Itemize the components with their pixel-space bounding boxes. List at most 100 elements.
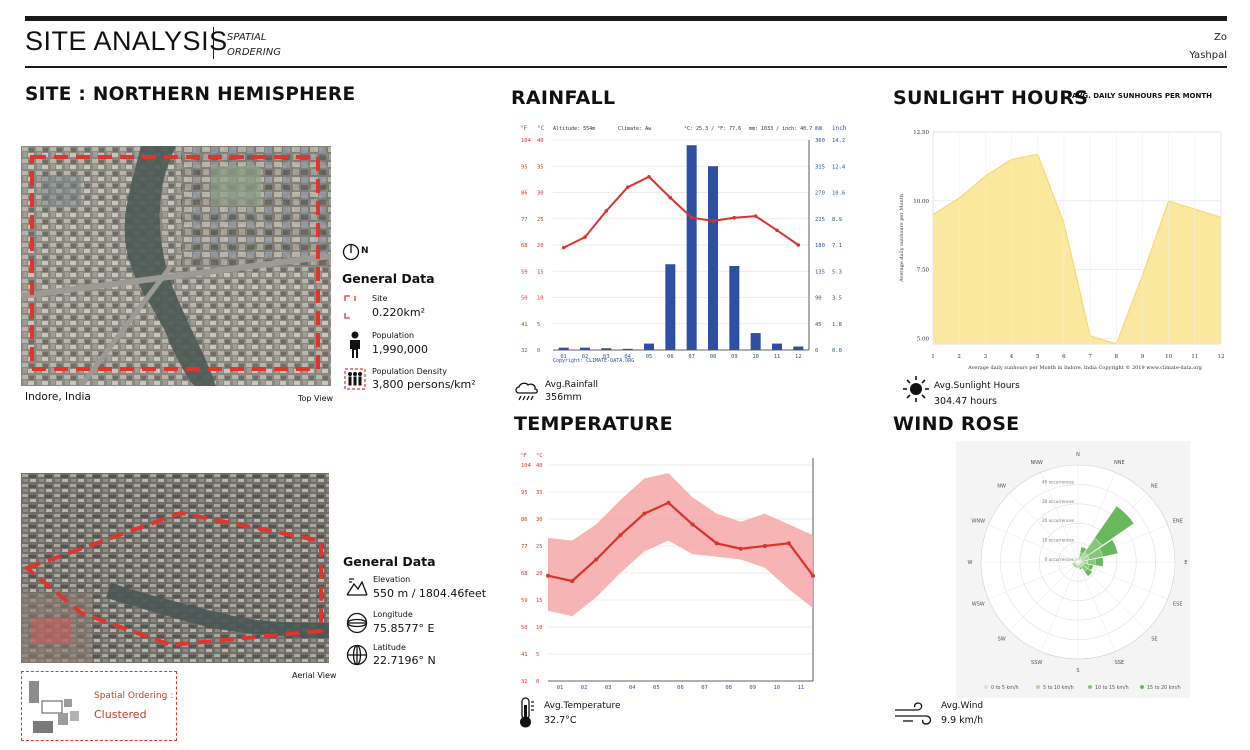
rain-tick-f: 41 (521, 322, 528, 328)
latitude-value: 22.7196° N (373, 654, 436, 667)
wind-petal (1079, 566, 1083, 570)
wind-legend-swatch (1036, 685, 1040, 689)
rain-temp-point (732, 215, 737, 220)
rain-temp-point (583, 235, 587, 239)
author-block: Zo Yashpal (1189, 29, 1227, 65)
wind-direction-label: W (968, 560, 973, 566)
temp-tick-c: 30 (536, 517, 543, 523)
wind-petal (1079, 546, 1087, 555)
sunlight-heading: SUNLIGHT HOURS (893, 87, 1089, 109)
rain-bar (558, 347, 569, 350)
wind-direction-label: WNW (971, 519, 985, 525)
rain-x-tick: 12 (795, 354, 802, 360)
temp-tick-c: 15 (536, 598, 543, 604)
wind-direction-label: N (1076, 452, 1080, 458)
temp-tick-c: 40 (536, 463, 543, 469)
rain-temp-point (561, 245, 566, 250)
rain-temp-point (604, 209, 609, 213)
wind-petal (1074, 565, 1078, 568)
temp-x-tick: 11 (798, 685, 805, 691)
sun-x-tick: 3 (984, 354, 988, 360)
person-icon (350, 331, 360, 358)
sun-y-tick: 5.00 (917, 336, 930, 342)
rain-temp-point (689, 215, 694, 220)
rain-temp-point (647, 174, 651, 179)
wind-direction-label: SSW (1031, 660, 1042, 666)
rain-tick-c: 20 (537, 243, 544, 249)
sun-y-label: Average daily sunhours per Month (899, 193, 905, 283)
wind-spoke (1077, 561, 1168, 600)
top-view-caption: Top View (298, 394, 334, 403)
rain-tick-mm: 180 (815, 243, 825, 249)
temp-mean-point (786, 541, 791, 546)
population-density-value: 3,800 persons/km² (372, 378, 476, 391)
rain-tick-mm: 0 (815, 348, 818, 354)
rain-tick-mm: 90 (815, 296, 822, 302)
wind-petal (1073, 563, 1077, 567)
rain-tick-mm: 135 (815, 269, 825, 275)
wind-rose-chart: N NNE NE ENE E ESE SE SSE S SSW SW WSW W WNW NW NNW 0 oc… (956, 441, 1190, 698)
rain-tick-inch: 3.5 (832, 296, 842, 302)
rain-temp-line (563, 175, 799, 249)
rain-copyright: Copyright: CLIMATE-DATA.ORG (553, 358, 634, 364)
wind-legend-swatch (984, 685, 988, 689)
wind-petal (1076, 565, 1080, 568)
latitude-label: Latitude (373, 643, 406, 652)
temp-mean-point (811, 573, 815, 578)
temp-mean-point (618, 533, 623, 538)
wind-petal (1094, 505, 1135, 546)
sun-x-tick: 6 (1062, 354, 1066, 360)
rain-tick-inch: 10.6 (832, 191, 845, 197)
wind-petal (1084, 568, 1093, 577)
rain-header-precip: mm: 1033 / inch: 40.7 (749, 126, 812, 132)
temp-tick-f: 59 (521, 598, 528, 604)
rain-temp-point (668, 195, 673, 200)
spatial-ordering-label: Spatial Ordering : (94, 691, 174, 701)
wind-legend-label: 5 to 10 km/h (1043, 685, 1074, 691)
rain-temp-point (796, 243, 801, 247)
temp-mean-point (666, 500, 671, 505)
rain-tick-mm: 45 (815, 322, 822, 328)
rain-tick-f: 59 (521, 269, 528, 275)
page-subtitle: SPATIAL ORDERING (227, 30, 281, 60)
rain-tick-f: 68 (521, 243, 528, 249)
sun-x-tick: 4 (1010, 354, 1014, 360)
rainfall-stat-value: 356mm (545, 392, 582, 403)
rain-bar (729, 266, 740, 350)
rain-x-tick: 06 (667, 354, 674, 360)
temp-x-tick: 01 (557, 685, 564, 691)
rain-tick-inch: 7.1 (832, 243, 842, 249)
sun-y-tick: 7.50 (917, 268, 930, 274)
subtitle-line-2: ORDERING (227, 47, 281, 58)
population-label: Population (372, 331, 415, 340)
sun-x-tick: 10 (1165, 354, 1172, 360)
aerial-view-satellite-image (21, 473, 329, 663)
general-data-title-2: General Data (343, 554, 436, 569)
sunlight-subheading: AVG. DAILY SUNHOURS PER MONTH (1072, 92, 1213, 100)
site-area-value: 0.220km² (372, 306, 425, 319)
wind-petal (1075, 558, 1078, 561)
rain-bar (580, 347, 590, 350)
rain-x-tick: 07 (688, 354, 695, 360)
temp-tick-c: 0 (536, 679, 539, 685)
sun-x-tick: 5 (1036, 354, 1040, 360)
rain-bar (772, 343, 782, 350)
longitude-label: Longitude (373, 610, 413, 619)
temp-x-tick: 10 (774, 685, 781, 691)
longitude-globe-icon (346, 612, 368, 634)
wind-stat-value: 9.9 km/h (941, 715, 984, 726)
temp-mean-point (546, 573, 550, 578)
rain-tick-inch: 14.2 (832, 138, 845, 144)
temperature-stat-value: 32.7°C (544, 715, 577, 726)
wind-petal (1098, 539, 1119, 557)
temp-mean-point (690, 522, 695, 527)
temp-x-tick: 03 (605, 685, 612, 691)
temp-tick-c: 20 (536, 571, 543, 577)
wind-spoke (1009, 493, 1079, 563)
rain-x-tick: 10 (752, 354, 759, 360)
sun-x-tick: 1 (931, 354, 935, 360)
elevation-label: Elevation (373, 575, 411, 584)
wind-spoke (988, 561, 1079, 600)
temp-x-tick: 05 (653, 685, 660, 691)
rain-tick-c: 10 (537, 296, 544, 302)
